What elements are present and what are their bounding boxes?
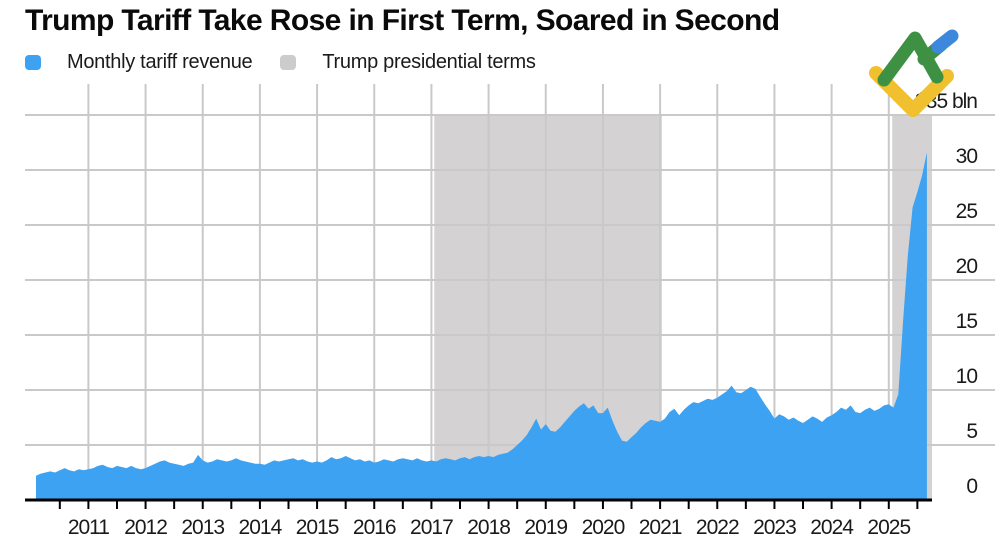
legend-label-monthly-revenue: Monthly tariff revenue: [67, 51, 253, 73]
legend-label-presidential-terms: Trump presidential terms: [322, 51, 536, 73]
svg-text:2024: 2024: [810, 516, 854, 539]
svg-text:2021: 2021: [639, 516, 682, 539]
svg-text:2015: 2015: [296, 516, 339, 539]
svg-text:2025: 2025: [867, 516, 910, 539]
svg-text:30: 30: [956, 145, 978, 168]
svg-text:2020: 2020: [582, 516, 625, 539]
svg-text:5: 5: [966, 420, 977, 443]
svg-text:2019: 2019: [524, 516, 567, 539]
svg-text:2016: 2016: [353, 516, 396, 539]
x-axis-labels: 2011 2012 2013 2014 2015 2016 2017 2018 2019 2020…: [68, 516, 912, 539]
legend-swatch-monthly-revenue: [25, 55, 41, 70]
svg-text:2014: 2014: [239, 516, 283, 539]
svg-text:2013: 2013: [181, 516, 224, 539]
svg-text:2011: 2011: [68, 516, 109, 539]
logo-yellow-check: [869, 66, 954, 117]
svg-text:2012: 2012: [124, 516, 167, 539]
logo-blue-tip: [931, 29, 959, 54]
svg-text:10: 10: [956, 365, 978, 388]
legend-swatch-presidential-terms: [280, 55, 297, 70]
svg-text:15: 15: [956, 310, 978, 333]
svg-text:2017: 2017: [410, 516, 453, 539]
svg-text:2022: 2022: [696, 516, 739, 539]
svg-text:20: 20: [956, 255, 978, 278]
litefinance-logo: [869, 29, 959, 117]
revenue-area: [36, 152, 927, 500]
x-axis: [25, 498, 932, 509]
logo-green-zigzag: [877, 31, 944, 87]
chart-legend: Monthly tariff revenue Trump presidentia…: [25, 51, 564, 74]
svg-text:0: 0: [966, 475, 977, 498]
svg-text:2023: 2023: [753, 516, 796, 539]
svg-text:2018: 2018: [467, 516, 510, 539]
svg-text:25: 25: [956, 200, 978, 223]
chart-title: Trump Tariff Take Rose in First Term, So…: [25, 4, 780, 37]
